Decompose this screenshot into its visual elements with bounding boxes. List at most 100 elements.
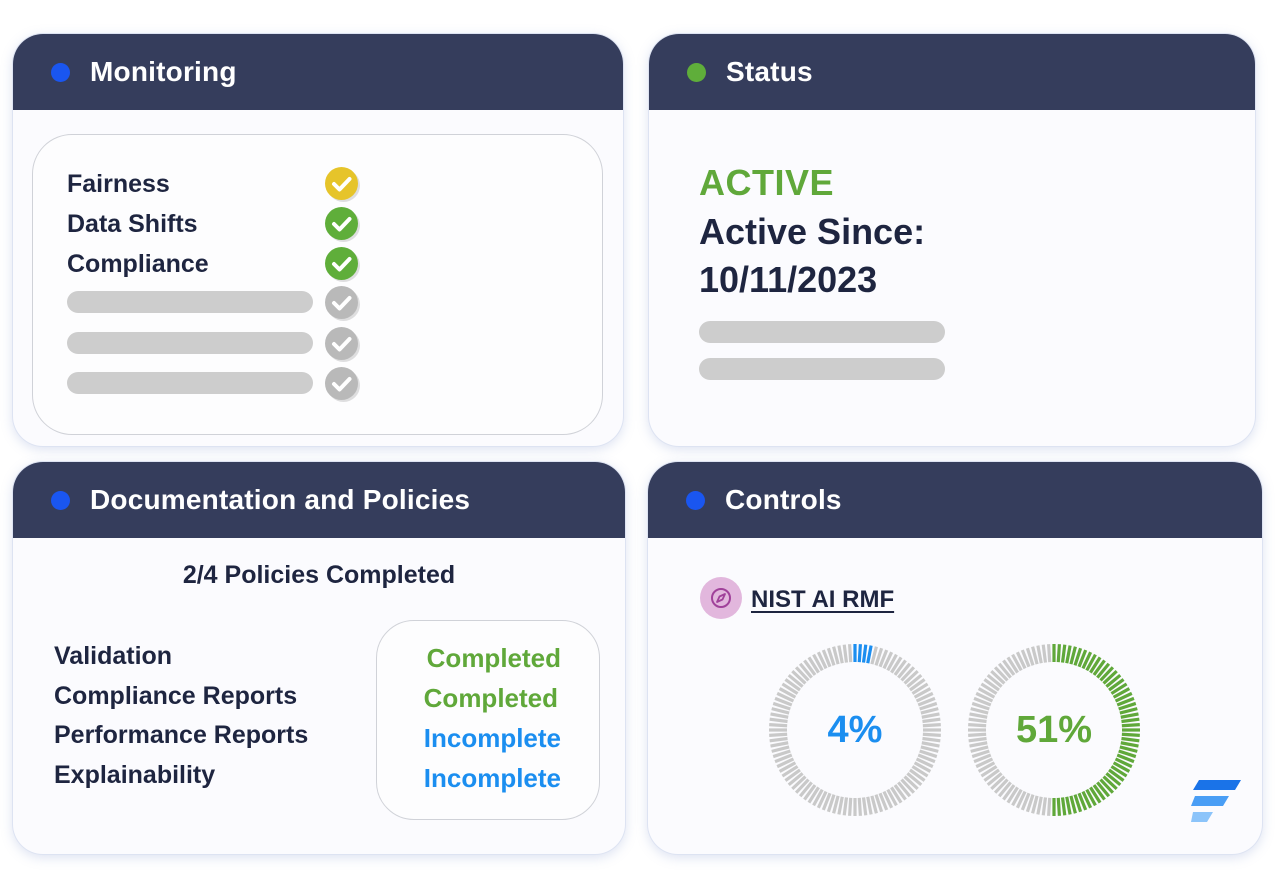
gauge-segment [866,796,873,815]
controls-card: Controls NIST AI RMF 4% 51% [648,462,1262,854]
gauge-segment [968,717,987,724]
gauge-segment [1056,644,1061,663]
gauge-segment [870,795,878,814]
gauge-segment [1047,797,1052,816]
check-circle-icon [325,247,358,280]
progress-gauge: 51% [966,642,1142,818]
gauge-segment [971,749,990,759]
gauge-segment [857,797,862,816]
gauge-segment [906,673,923,688]
gauge-segment [807,656,820,674]
gauge-segment [832,795,840,814]
gauge-segment [1121,732,1140,737]
gauge-segment [983,768,1000,782]
gauge-segment [770,741,789,748]
gauge-segment [791,775,807,791]
gauge-segment [1121,717,1140,724]
gauge-segment [1119,707,1138,715]
gauge-segment [807,786,820,804]
checklist-item-placeholder [67,286,367,320]
gauge-segment [791,669,807,685]
gauge-segment [1081,790,1093,809]
gauge-segment [1112,687,1131,699]
checklist-label: Compliance [67,250,209,278]
gauge-segment [784,768,801,782]
gauge-segment [990,669,1006,685]
gauge-segment [911,765,929,778]
gauge-segment [1041,644,1048,663]
gauge-segment [874,794,884,813]
monitoring-header: Monitoring [13,34,623,110]
gauge-segment [837,645,844,664]
gauge-segment [803,784,817,801]
active-since-label: Active Since: [699,211,926,252]
policy-status-compliance-reports: Completed [423,683,558,713]
gauge-segment [1114,691,1133,703]
gauge-segment [816,651,828,670]
gauge-segment [903,669,919,685]
gauge-segment [1077,649,1088,668]
gauge-segment [1120,712,1139,719]
gauge-segment [878,649,889,668]
gauge-segment [990,775,1006,791]
gauge-segment [781,765,799,778]
gauge-segment [1031,646,1039,665]
gauge-segment [1069,795,1077,814]
gauge-segment [1099,778,1115,794]
policy-name-explainability: Explainability [54,761,216,789]
gauge-segment [769,732,788,737]
gauge-segment [1065,796,1072,815]
brand-logo-icon [1191,780,1241,822]
gauge-segment [913,687,932,699]
gauge-segment [920,745,939,753]
gauge-segment [1121,723,1140,728]
gauge-segment [1116,696,1135,707]
gauge-segment [970,707,989,715]
gauge-segment [1105,772,1122,787]
gauge-segment [781,682,799,695]
gauge-segment [882,790,894,809]
gauge-segment [997,781,1012,798]
gauge-segment [1069,646,1077,665]
gauge-segment [900,778,916,794]
gauge-segment [848,797,853,816]
gauge-segment [1011,653,1023,672]
gauge-segment [922,717,941,724]
documentation-header: Documentation and Policies [13,462,625,538]
gauge-segment [774,753,793,764]
gauge-segment [917,753,936,764]
gauge-ring [769,644,941,816]
gauge-segment [1092,784,1106,801]
gauge-segment [980,765,998,778]
gauge-segment [1099,666,1115,682]
gauge-segment [1108,768,1125,782]
gauge-segment [803,659,817,676]
gauge-segment [1121,736,1140,743]
gauge-segment [1089,786,1102,804]
gauge-segment [778,761,797,773]
gauge-segment [842,644,849,663]
nist-ai-rmf-link[interactable]: NIST AI RMF [751,586,895,613]
gauge-segment [969,712,988,719]
gauge-segment [1092,659,1106,676]
gauge-segment [893,784,907,801]
gauge-segment [1108,678,1125,692]
gauge-segment [798,662,813,679]
policy-status-explainability: Incomplete [423,763,561,793]
status-card: Status ACTIVE Active Since: 10/11/2023 [649,34,1255,446]
gauge-segment [771,745,790,753]
monitoring-checklist: Fairness Data Shifts Compliance [32,134,603,435]
card-title: Status [726,56,813,87]
gauge-segment [866,645,873,664]
gauge-segment [975,757,994,769]
gauge-segment [1047,644,1052,663]
gauge-segment [1015,651,1027,670]
gauge-segment [771,707,790,715]
gauge-segment [922,732,941,737]
gauge-segment [878,792,889,811]
policy-status-box: Completed Completed Incomplete Incomplet… [376,620,600,820]
gauge-segment [1118,749,1137,759]
gauge-segment [977,761,996,773]
gauge-segment [973,696,992,707]
gauge-segment [861,644,868,663]
